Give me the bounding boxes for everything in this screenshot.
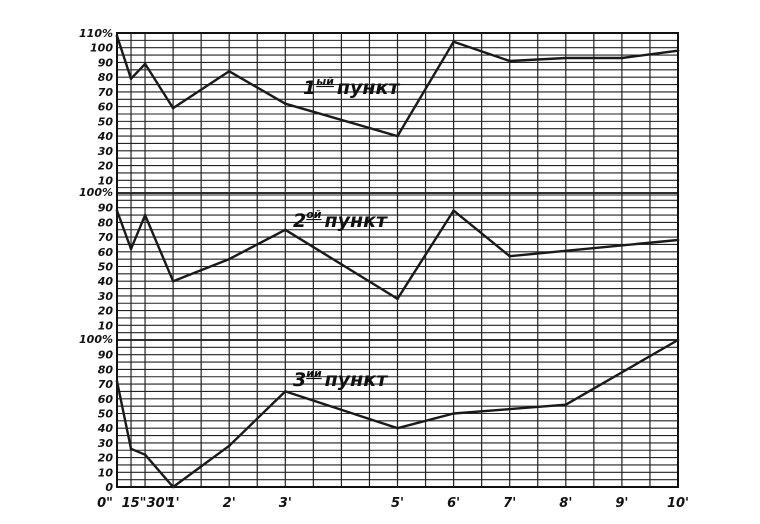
- y-tick-label: 50: [98, 115, 114, 128]
- y-tick-label: 0: [105, 481, 113, 494]
- panel-title-3: 3ий пункт: [293, 367, 388, 391]
- data-point: [171, 279, 175, 283]
- data-point: [452, 40, 455, 44]
- y-tick-label: 40: [97, 422, 114, 435]
- y-tick-label: 60: [98, 246, 114, 259]
- y-tick-label: 100%: [79, 186, 113, 199]
- y-tick-label: 20: [98, 452, 114, 465]
- y-tick-label: 90: [98, 56, 114, 69]
- data-point: [171, 485, 175, 489]
- x-tick-label: 1': [167, 496, 180, 511]
- x-tick-label: 9': [615, 496, 628, 511]
- data-point: [508, 407, 512, 411]
- y-tick-label: 100%: [79, 333, 113, 346]
- x-tick-label: 3': [279, 496, 292, 511]
- data-point: [564, 56, 568, 60]
- y-tick-label: 10: [98, 466, 114, 479]
- x-tick-label: 30": [147, 496, 172, 511]
- data-point: [143, 213, 147, 217]
- grid: [116, 32, 679, 488]
- panel-title-3-sup: ий: [306, 367, 322, 380]
- data-point: [284, 102, 287, 105]
- panel-title-2-number: 2: [293, 210, 306, 232]
- x-tick-labels: 0" 15" 30"1' 2' 3' 5' 6' 7' 8' 9' 10': [97, 496, 689, 511]
- x-tick-label: 6': [447, 496, 460, 511]
- y-tick-label: 100: [90, 42, 113, 55]
- x-tick-label: 0": [97, 496, 113, 511]
- y-tick-label: 40: [97, 275, 114, 288]
- series-lines: [115, 34, 680, 489]
- y-tick-label: 50: [98, 261, 114, 274]
- y-tick-label: 90: [98, 349, 114, 362]
- y-tick-label: 90: [98, 202, 114, 215]
- panel-title-2-sup: ой: [306, 208, 322, 221]
- data-point: [396, 426, 399, 430]
- x-tick-label: 8': [559, 496, 572, 511]
- series-line-2: [115, 209, 680, 300]
- panel-title-2-word: пункт: [325, 210, 389, 232]
- y-tick-label: 30: [98, 290, 114, 303]
- x-tick-label: 7': [503, 496, 516, 511]
- y-tick-label: 20: [98, 305, 114, 318]
- data-point: [115, 379, 119, 383]
- x-tick-label: 10': [667, 496, 689, 511]
- x-tick-label: 5': [391, 496, 404, 511]
- data-point: [115, 209, 119, 212]
- data-point: [508, 59, 512, 63]
- data-point: [452, 412, 455, 415]
- data-point: [620, 56, 624, 60]
- panel-title-3-number: 3: [293, 369, 306, 391]
- panel-title-1-number: 1: [303, 77, 316, 99]
- data-point: [676, 49, 680, 52]
- data-point: [564, 403, 568, 406]
- data-point: [227, 257, 231, 261]
- panel-title-1: 1ый пункт: [303, 75, 400, 99]
- data-point: [284, 390, 287, 393]
- data-point: [508, 254, 512, 258]
- y-tick-label: 70: [98, 86, 114, 99]
- y-tick-label: 20: [98, 160, 114, 173]
- data-point: [676, 338, 680, 342]
- data-point: [143, 62, 147, 66]
- data-point: [452, 209, 455, 212]
- data-point: [227, 444, 231, 448]
- y-tick-label: 40: [97, 130, 114, 143]
- y-tick-labels: 110%100908070605040302010100%90807060504…: [79, 27, 113, 494]
- data-point: [676, 238, 680, 242]
- data-point: [115, 34, 119, 38]
- x-tick-label: 15": [122, 496, 147, 511]
- data-point: [129, 247, 133, 251]
- y-tick-label: 70: [98, 231, 114, 244]
- y-tick-label: 10: [98, 319, 114, 332]
- data-point: [396, 297, 399, 301]
- data-point: [227, 69, 231, 73]
- data-point: [143, 453, 147, 456]
- series-line-1: [115, 34, 680, 138]
- data-point: [129, 447, 133, 451]
- panel-title-1-sup: ый: [316, 75, 334, 88]
- y-tick-label: 80: [98, 71, 114, 84]
- plot-frame: [116, 32, 679, 488]
- panel-title-2: 2ой пункт: [293, 208, 388, 232]
- y-tick-label: 30: [98, 437, 114, 450]
- data-point: [171, 106, 175, 110]
- y-tick-label: 110%: [79, 27, 113, 40]
- y-tick-label: 30: [98, 145, 114, 158]
- y-tick-label: 80: [98, 363, 114, 376]
- y-tick-label: 60: [98, 101, 114, 114]
- y-tick-label: 60: [98, 393, 114, 406]
- panel-title-1-word: пункт: [337, 77, 401, 99]
- data-point: [129, 77, 133, 80]
- y-tick-label: 50: [98, 408, 114, 421]
- data-point: [396, 134, 399, 138]
- panel-title-3-word: пункт: [325, 369, 389, 391]
- data-point: [284, 228, 287, 232]
- y-tick-label: 80: [98, 216, 114, 229]
- y-tick-label: 10: [98, 174, 114, 187]
- y-tick-label: 70: [98, 378, 114, 391]
- x-tick-label: 2': [223, 496, 236, 511]
